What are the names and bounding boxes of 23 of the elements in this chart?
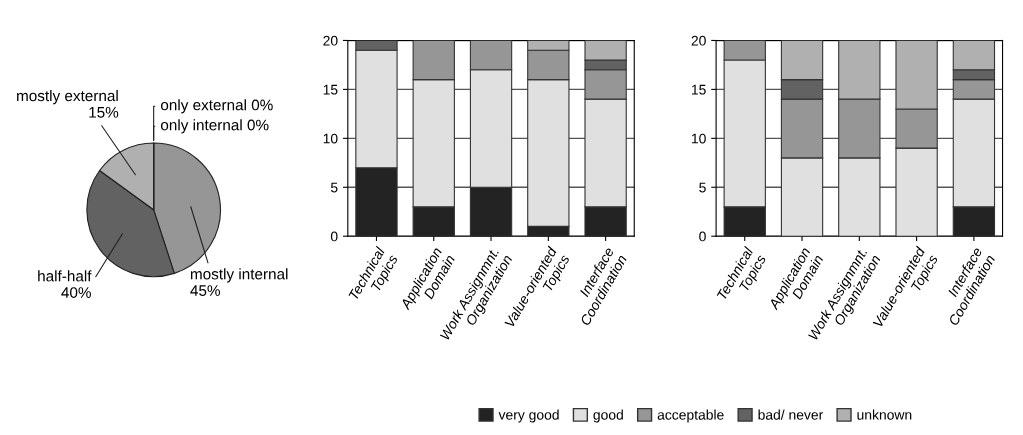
legend-label: very good bbox=[498, 409, 559, 423]
data-label: 45% bbox=[190, 285, 220, 296]
y-tick-label: 10 bbox=[323, 133, 338, 144]
y-tick-label: 15 bbox=[323, 84, 338, 95]
y-tick-label: 15 bbox=[691, 84, 706, 95]
slice-label: mostly internal bbox=[190, 268, 288, 283]
y-tick-label: 5 bbox=[699, 182, 706, 193]
legend-label: unknown bbox=[857, 409, 912, 420]
legend-label: bad/ never bbox=[758, 409, 824, 420]
y-tick-label: 0 bbox=[699, 231, 706, 242]
y-tick-label: 10 bbox=[691, 133, 706, 144]
y-tick-label: 0 bbox=[330, 231, 338, 242]
slice-label: half-half bbox=[38, 270, 92, 282]
category-label: only external 0% bbox=[160, 99, 273, 114]
data-label: 15% bbox=[89, 106, 119, 118]
legend-label: good bbox=[593, 409, 623, 423]
legend-label: only internal 0% bbox=[160, 119, 269, 134]
y-tick-label: 20 bbox=[323, 35, 338, 46]
legend-label: acceptable bbox=[657, 409, 724, 423]
slice-label: mostly external bbox=[17, 89, 118, 105]
y-tick-label: 5 bbox=[330, 182, 338, 193]
data-label: 40% bbox=[61, 287, 91, 298]
y-tick-label: 20 bbox=[691, 35, 706, 46]
